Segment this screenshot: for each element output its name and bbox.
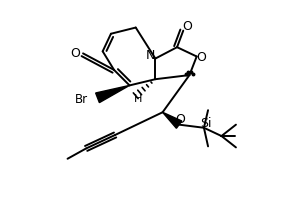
Text: H: H	[134, 94, 142, 104]
Text: Br: Br	[75, 93, 88, 106]
Text: O: O	[183, 20, 192, 33]
Text: O: O	[70, 47, 80, 60]
Text: N: N	[145, 49, 155, 62]
Text: O: O	[196, 51, 206, 64]
Polygon shape	[163, 112, 182, 128]
Polygon shape	[96, 85, 130, 103]
Text: Si: Si	[200, 117, 211, 130]
Text: O: O	[175, 113, 185, 126]
